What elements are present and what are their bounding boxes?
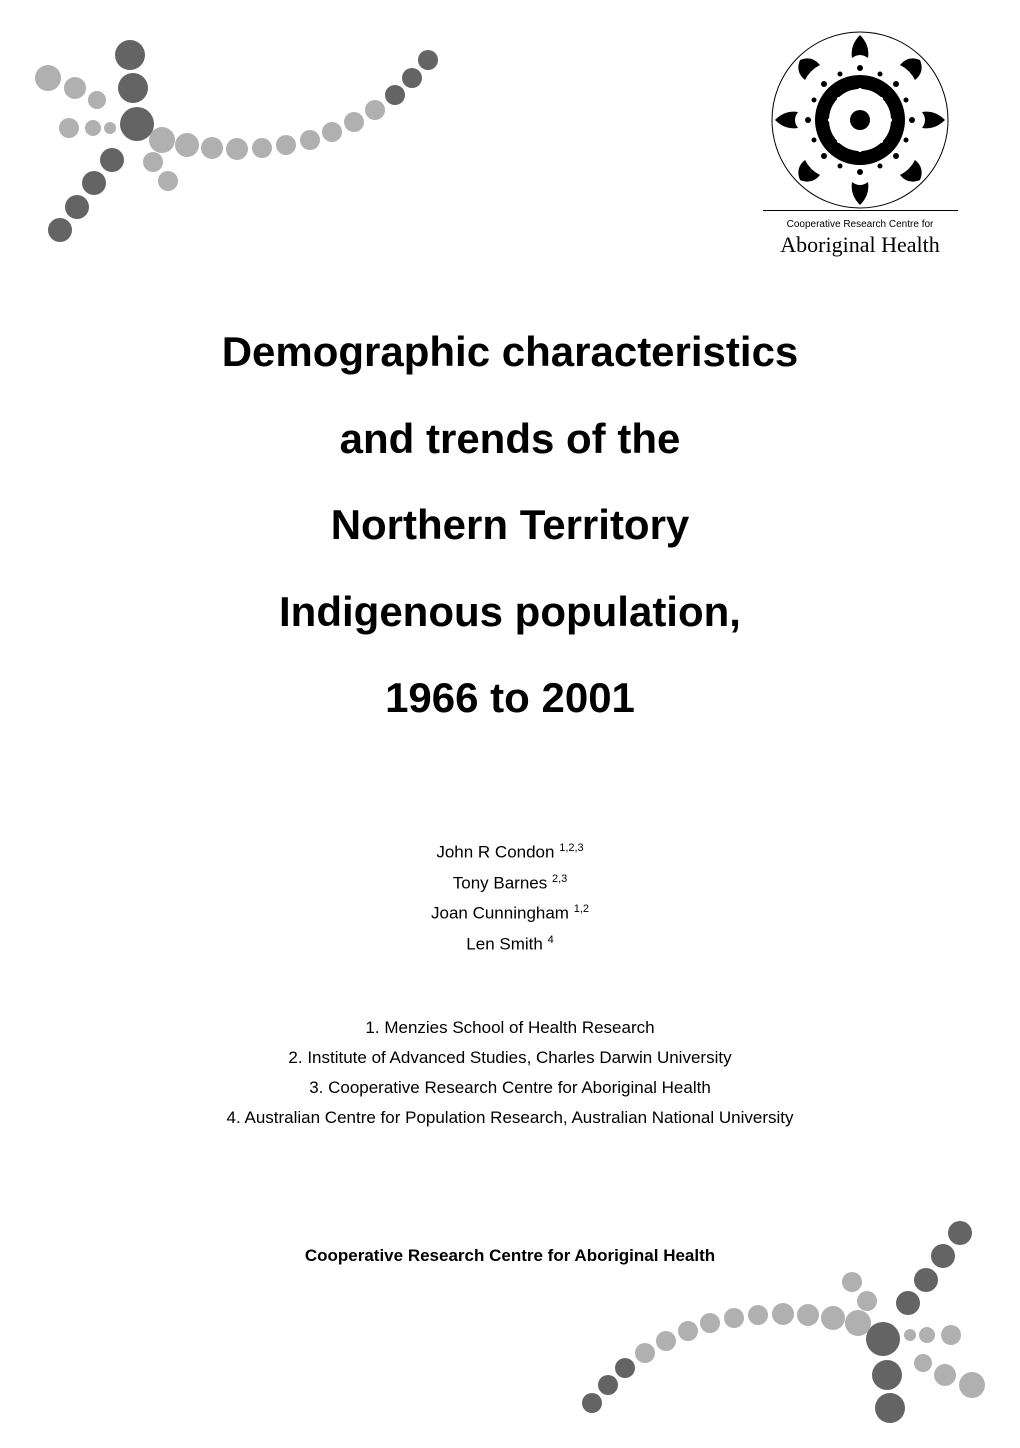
author-1: John R Condon 1,2,3 (0, 842, 1020, 863)
title-line-1: Demographic characteristics (0, 325, 1020, 380)
affiliation-1: 1. Menzies School of Health Research (0, 1018, 1020, 1038)
author-name: Len Smith (466, 935, 543, 954)
logo-emblem (770, 30, 950, 210)
logo-title: Aboriginal Health (750, 232, 970, 258)
affiliation-3: 3. Cooperative Research Centre for Abori… (0, 1078, 1020, 1098)
title-line-5: 1966 to 2001 (0, 671, 1020, 726)
author-2: Tony Barnes 2,3 (0, 873, 1020, 894)
logo-underline (763, 210, 958, 211)
affiliations-block: 1. Menzies School of Health Research 2. … (0, 1018, 1020, 1138)
author-name: John R Condon (436, 843, 554, 862)
author-sup: 2,3 (552, 873, 567, 885)
decorative-dots-bottom-right (545, 1213, 1005, 1443)
document-title: Demographic characteristics and trends o… (0, 325, 1020, 758)
title-line-4: Indigenous population, (0, 585, 1020, 640)
decorative-dots-top-left (15, 20, 475, 250)
affiliation-2: 2. Institute of Advanced Studies, Charle… (0, 1048, 1020, 1068)
affiliation-4: 4. Australian Centre for Population Rese… (0, 1108, 1020, 1128)
title-line-2: and trends of the (0, 412, 1020, 467)
page-container: Cooperative Research Centre for Aborigin… (0, 0, 1020, 1443)
logo-subtitle: Cooperative Research Centre for (750, 219, 970, 230)
author-name: Tony Barnes (453, 873, 548, 892)
author-sup: 1,2 (574, 903, 589, 915)
author-name: Joan Cunningham (431, 904, 569, 923)
author-3: Joan Cunningham 1,2 (0, 903, 1020, 924)
logo-container: Cooperative Research Centre for Aborigin… (750, 30, 970, 258)
author-sup: 1,2,3 (559, 842, 583, 854)
author-sup: 4 (548, 934, 554, 946)
title-line-3: Northern Territory (0, 498, 1020, 553)
author-4: Len Smith 4 (0, 934, 1020, 955)
authors-block: John R Condon 1,2,3 Tony Barnes 2,3 Joan… (0, 842, 1020, 965)
